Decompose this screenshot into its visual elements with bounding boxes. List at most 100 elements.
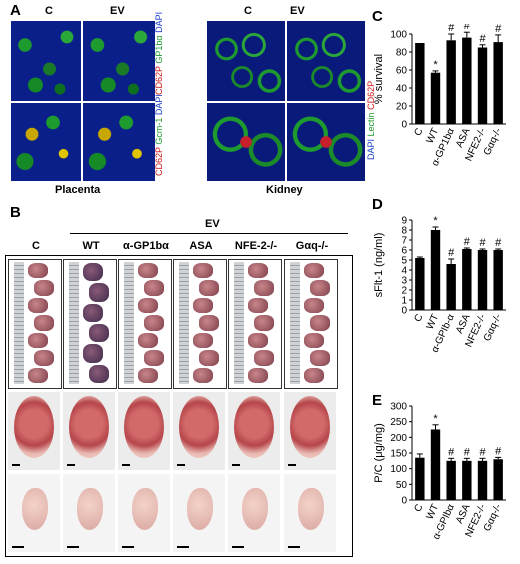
stain-cd62p: CD62P	[154, 66, 164, 95]
stain-gcm1: Gcm-1	[154, 117, 164, 145]
bar	[430, 429, 441, 500]
ruler	[179, 262, 189, 384]
fetal-unit	[89, 364, 109, 383]
fetal-unit	[304, 367, 324, 383]
significance-mark: #	[495, 237, 502, 249]
fetal-unit	[138, 367, 158, 383]
y-tick-label: 2	[401, 286, 407, 297]
y-axis-label: sFlt-1 (ng/ml)	[373, 233, 385, 298]
fetal-unit	[138, 297, 158, 314]
panel-c-label: C	[372, 8, 383, 25]
fetal-unit	[89, 324, 109, 343]
fetal-unit	[248, 297, 268, 314]
y-tick-label: 1	[401, 296, 407, 307]
y-tick-label: 20	[396, 102, 408, 113]
fetal-unit	[138, 263, 158, 279]
ruler	[290, 262, 300, 384]
placenta-ev-bottom-image	[82, 102, 156, 182]
fetal-unit	[248, 367, 268, 383]
significance-mark: #	[464, 236, 471, 248]
panel-a-label: A	[10, 2, 21, 19]
significance-mark: #	[479, 446, 486, 458]
y-tick-label: 150	[390, 449, 407, 460]
fetal-unit	[83, 344, 103, 363]
fetal-unit	[34, 350, 54, 366]
fetal-unit	[199, 350, 219, 366]
ruler	[69, 262, 79, 384]
embryo-specimen	[242, 488, 268, 530]
significance-mark: #	[495, 24, 502, 35]
fetal-unit	[193, 263, 213, 279]
kidney-ev-top-image	[286, 20, 366, 102]
bar	[493, 459, 503, 500]
stain-cd62p: CD62P	[154, 147, 164, 176]
y-tick-label: 6	[401, 246, 407, 257]
scale-bar	[177, 546, 189, 548]
fetal-unit	[144, 350, 164, 366]
y-tick-label: 200	[390, 433, 407, 444]
y-tick-label: 0	[401, 306, 407, 317]
fetal-unit	[199, 315, 219, 331]
placenta-control-bottom-image	[10, 102, 82, 182]
bar	[493, 42, 503, 124]
fetal-unit	[248, 332, 268, 349]
panel-a-kidney-col-ev: EV	[290, 5, 305, 17]
fetal-unit	[304, 332, 324, 349]
embryo-specimen	[132, 488, 158, 530]
fetal-unit	[193, 367, 213, 383]
kidney-control-zoom-image	[206, 102, 286, 182]
panel-a-kidney-col-c: C	[244, 5, 252, 17]
panel-b-frame	[5, 255, 353, 557]
ruler	[14, 262, 24, 384]
y-tick-label: 100	[390, 464, 407, 475]
stain-dapi: DAPI	[154, 11, 164, 33]
panel-a-col-ev: EV	[110, 5, 125, 17]
scale-bar	[288, 464, 296, 466]
stain-gp1ba: GP1bα	[154, 35, 164, 64]
scale-bar	[122, 464, 130, 466]
y-axis-label: P/C (μg/mg)	[373, 423, 385, 483]
scale-bar	[122, 546, 134, 548]
bar	[430, 72, 441, 124]
panel-b-group-label: ASA	[189, 240, 213, 252]
category-label: C	[413, 503, 426, 514]
fetal-unit	[248, 263, 268, 279]
bar	[415, 258, 425, 310]
bar	[462, 460, 472, 500]
panel-b-group-label: α-GP1bα	[123, 240, 169, 252]
y-tick-label: 3	[401, 276, 407, 287]
y-tick-label: 50	[396, 480, 408, 491]
kidney-control-top-image	[206, 20, 286, 102]
panel-b-group-label: Gαq-/-	[295, 240, 329, 252]
fetal-unit	[28, 367, 48, 383]
bar	[446, 264, 456, 310]
fetal-unit	[193, 332, 213, 349]
y-tick-label: 9	[401, 216, 407, 227]
y-tick-label: 250	[390, 417, 407, 428]
significance-mark: #	[479, 33, 486, 45]
placenta-ev-top-image	[82, 20, 156, 102]
ruler	[124, 262, 134, 384]
significance-mark: *	[433, 59, 438, 71]
placenta-specimen	[69, 396, 109, 458]
panel-e-label: E	[372, 392, 383, 409]
fetal-unit	[144, 280, 164, 296]
panel-b-group-label: C	[32, 240, 40, 252]
y-tick-label: 0	[401, 120, 407, 131]
embryo-specimen	[77, 488, 103, 530]
y-tick-label: 100	[390, 30, 407, 41]
bar	[477, 460, 488, 500]
y-tick-label: 40	[396, 84, 408, 95]
fetal-unit	[28, 332, 48, 349]
y-tick-label: 0	[401, 496, 407, 507]
fetal-unit	[193, 297, 213, 314]
panel-d-label: D	[372, 196, 383, 213]
scale-bar	[67, 546, 79, 548]
y-tick-label: 60	[396, 66, 408, 77]
significance-mark: #	[495, 445, 502, 457]
category-label: C	[413, 313, 426, 324]
significance-mark: #	[464, 446, 471, 458]
kidney-label: Kidney	[266, 184, 303, 196]
y-tick-label: 4	[401, 266, 407, 277]
embryo-specimen	[298, 488, 324, 530]
